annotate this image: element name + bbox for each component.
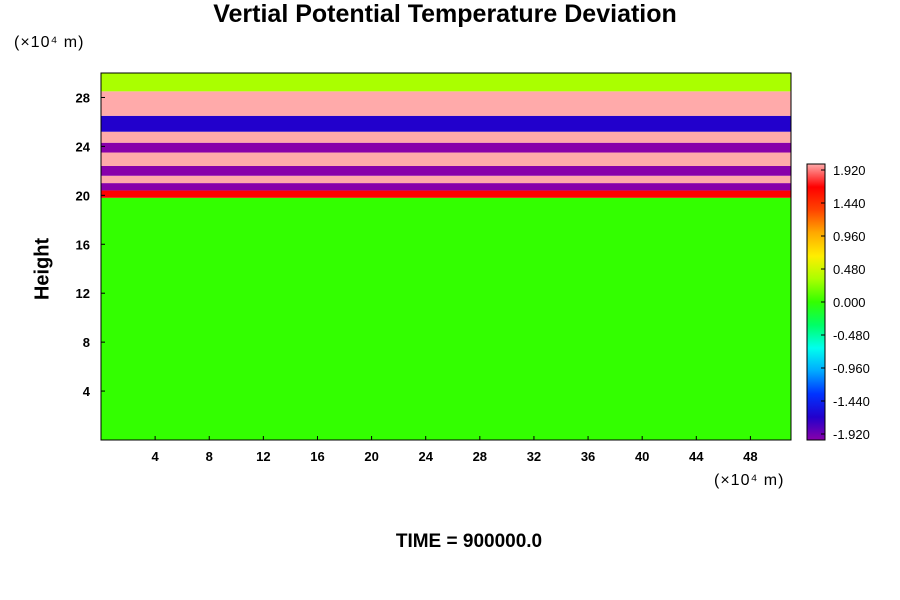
colorbar-tick-label: 1.440 (833, 196, 866, 211)
colorbar-tick-label: -0.480 (833, 328, 870, 343)
colorbar-tick-label: 0.480 (833, 262, 866, 277)
x-tick-label: 4 (152, 449, 160, 464)
field-band-0 (101, 197, 791, 440)
x-axis-unit: (×10⁴ m) (714, 472, 785, 489)
field-band-9 (101, 91, 791, 116)
colorbar: 1.920 1.440 0.960 0.480 0.000 -0.480 -0.960 -1.… (806, 163, 870, 442)
y-tick-label: 24 (76, 139, 91, 154)
field-band-3 (101, 175, 791, 184)
plot-area (100, 72, 792, 441)
x-tick-label: 28 (473, 449, 487, 464)
colorbar-tick-label: -1.440 (833, 394, 870, 409)
x-tick-label: 12 (256, 449, 270, 464)
x-axis-ticks: 4 8 12 16 20 24 28 32 36 40 44 48 (152, 436, 758, 464)
y-tick-label: 16 (76, 237, 90, 252)
x-tick-label: 48 (743, 449, 757, 464)
y-tick-label: 12 (76, 286, 90, 301)
x-tick-label: 24 (418, 449, 433, 464)
field-band-5 (101, 152, 791, 166)
colorbar-tick-label: -0.960 (833, 361, 870, 376)
colorbar-tick-label: 1.920 (833, 163, 866, 178)
y-tick-label: 20 (76, 188, 90, 203)
y-tick-label: 8 (83, 335, 90, 350)
y-tick-label: 28 (76, 90, 90, 105)
x-tick-label: 44 (689, 449, 704, 464)
plot-frame (100, 72, 792, 441)
x-tick-label: 32 (527, 449, 541, 464)
x-tick-label: 8 (206, 449, 213, 464)
y-tick-label: 4 (83, 384, 91, 399)
chart-title: Vertial Potential Temperature Deviation (213, 0, 677, 28)
x-tick-label: 36 (581, 449, 595, 464)
y-axis-ticks: 4 8 12 16 20 24 28 (76, 90, 105, 399)
field-band-1 (101, 190, 791, 198)
field-band-6 (101, 142, 791, 153)
time-label: TIME = 900000.0 (395, 531, 543, 552)
x-tick-label: 16 (310, 449, 324, 464)
colorbar-tick-label: 0.960 (833, 229, 866, 244)
field-band-4 (101, 165, 791, 176)
colorbar-tick-label: 0.000 (833, 295, 866, 310)
field-band-7 (101, 131, 791, 143)
x-tick-label: 20 (364, 449, 378, 464)
x-tick-label: 40 (635, 449, 649, 464)
y-axis-unit: (×10⁴ m) (14, 34, 85, 51)
field-band-8 (101, 115, 791, 132)
field-band-2 (101, 183, 791, 191)
colorbar-tick-label: -1.920 (833, 427, 870, 442)
field-band-10 (101, 73, 791, 92)
